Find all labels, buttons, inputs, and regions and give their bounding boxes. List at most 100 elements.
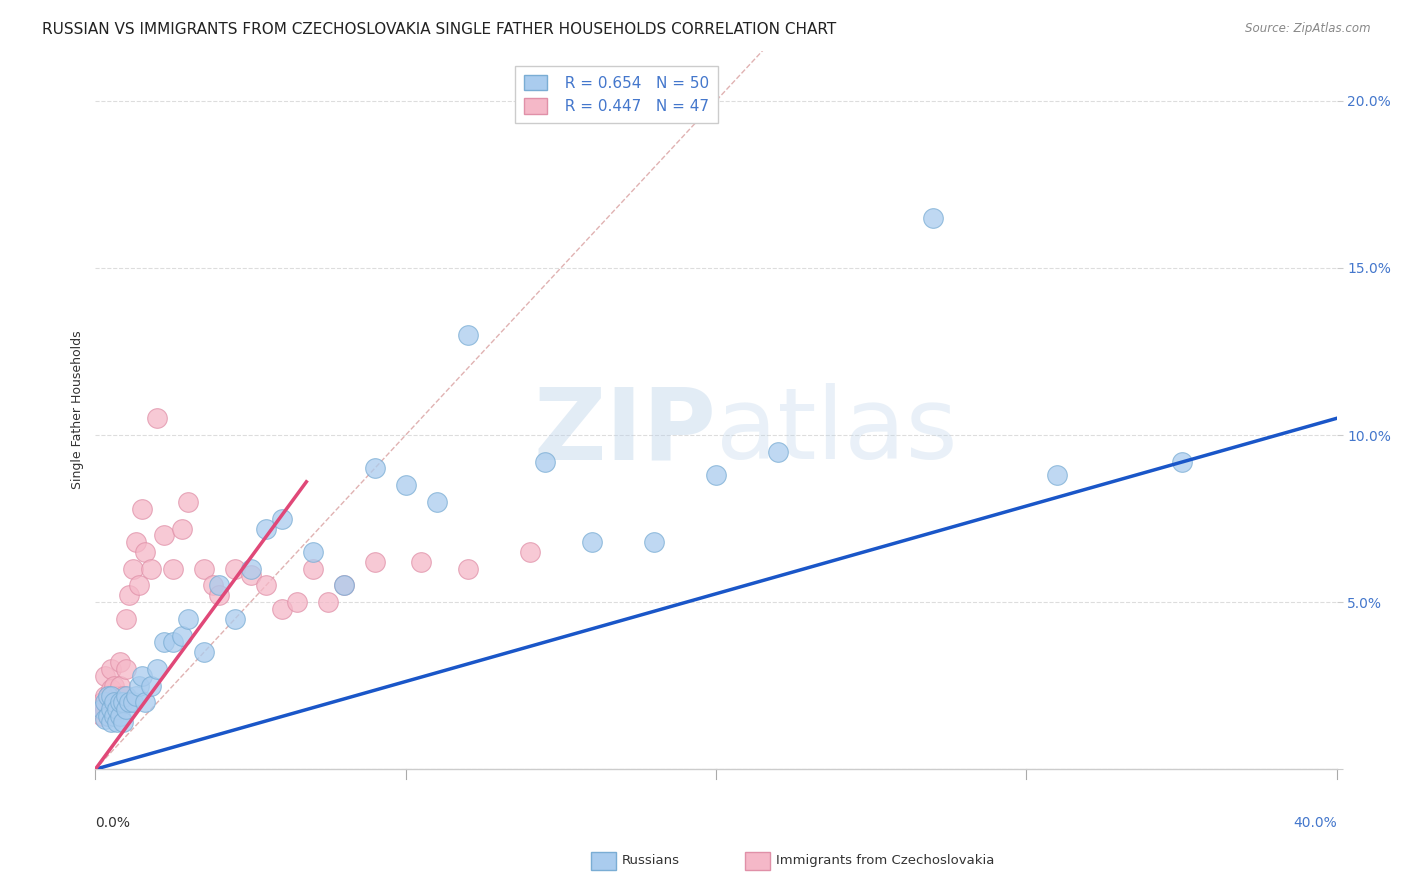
Point xyxy=(108,708,131,723)
Point xyxy=(332,578,354,592)
Point xyxy=(224,612,246,626)
Point xyxy=(115,662,138,676)
Point xyxy=(332,578,354,592)
Legend:   R = 0.654   N = 50,   R = 0.447   N = 47: R = 0.654 N = 50, R = 0.447 N = 47 xyxy=(515,65,718,123)
Point xyxy=(131,668,153,682)
Point xyxy=(141,562,163,576)
Point xyxy=(162,635,184,649)
Point xyxy=(103,695,125,709)
Point xyxy=(112,715,135,730)
Point xyxy=(172,522,194,536)
Point xyxy=(457,562,479,576)
Point xyxy=(534,455,557,469)
Point xyxy=(519,545,541,559)
Point xyxy=(411,555,433,569)
Point xyxy=(141,679,163,693)
Point xyxy=(100,662,122,676)
Point xyxy=(93,689,115,703)
Point xyxy=(105,702,128,716)
Point xyxy=(208,578,231,592)
Point xyxy=(125,535,148,549)
Text: atlas: atlas xyxy=(716,383,957,480)
Point xyxy=(316,595,339,609)
Point xyxy=(103,695,125,709)
Point xyxy=(97,689,120,703)
Text: Immigrants from Czechoslovakia: Immigrants from Czechoslovakia xyxy=(776,855,994,867)
Y-axis label: Single Father Households: Single Father Households xyxy=(72,331,84,489)
Point xyxy=(108,695,131,709)
Point xyxy=(224,562,246,576)
Point xyxy=(177,612,200,626)
Point xyxy=(426,495,449,509)
Point xyxy=(152,528,174,542)
Point xyxy=(193,645,215,659)
Text: Source: ZipAtlas.com: Source: ZipAtlas.com xyxy=(1246,22,1371,36)
Point xyxy=(162,562,184,576)
Point xyxy=(121,695,143,709)
Point xyxy=(103,708,125,723)
Point xyxy=(134,695,156,709)
Point xyxy=(1046,468,1069,483)
Point xyxy=(208,589,231,603)
Point xyxy=(285,595,308,609)
Point xyxy=(172,628,194,642)
Point xyxy=(457,327,479,342)
Point xyxy=(90,708,112,723)
Point xyxy=(395,478,418,492)
Point xyxy=(301,562,323,576)
Point xyxy=(146,411,169,425)
Point xyxy=(270,602,292,616)
Point xyxy=(105,715,128,730)
Point xyxy=(115,702,138,716)
Text: RUSSIAN VS IMMIGRANTS FROM CZECHOSLOVAKIA SINGLE FATHER HOUSEHOLDS CORRELATION C: RUSSIAN VS IMMIGRANTS FROM CZECHOSLOVAKI… xyxy=(42,22,837,37)
Point xyxy=(105,702,128,716)
Point xyxy=(239,562,262,576)
Point xyxy=(131,501,153,516)
Point xyxy=(90,695,112,709)
Point xyxy=(100,715,122,730)
Text: 40.0%: 40.0% xyxy=(1294,816,1337,830)
Point xyxy=(704,468,727,483)
Text: 0.0%: 0.0% xyxy=(96,816,131,830)
Point xyxy=(108,655,131,669)
Point xyxy=(87,702,110,716)
Point xyxy=(118,589,141,603)
Point xyxy=(97,708,120,723)
Text: Russians: Russians xyxy=(621,855,679,867)
Point xyxy=(177,495,200,509)
Point xyxy=(112,689,135,703)
Point xyxy=(146,662,169,676)
Point xyxy=(922,211,945,225)
Text: ZIP: ZIP xyxy=(533,383,716,480)
Point xyxy=(128,679,150,693)
Point xyxy=(115,612,138,626)
Point xyxy=(100,689,122,703)
Point xyxy=(254,522,277,536)
Point xyxy=(100,702,122,716)
Point xyxy=(121,562,143,576)
Point xyxy=(202,578,225,592)
Point xyxy=(112,695,135,709)
Point xyxy=(1170,455,1192,469)
Point xyxy=(103,679,125,693)
Point xyxy=(100,681,122,696)
Point xyxy=(254,578,277,592)
Point xyxy=(193,562,215,576)
Point xyxy=(93,712,115,726)
Point xyxy=(105,689,128,703)
Point xyxy=(643,535,665,549)
Point xyxy=(239,568,262,582)
Point xyxy=(115,689,138,703)
Point xyxy=(134,545,156,559)
Point xyxy=(363,461,385,475)
Point xyxy=(97,689,120,703)
Point xyxy=(125,689,148,703)
Point xyxy=(270,511,292,525)
Point xyxy=(301,545,323,559)
Point xyxy=(108,679,131,693)
Point xyxy=(93,668,115,682)
Point xyxy=(581,535,603,549)
Point xyxy=(766,444,789,458)
Point xyxy=(118,695,141,709)
Point xyxy=(97,708,120,723)
